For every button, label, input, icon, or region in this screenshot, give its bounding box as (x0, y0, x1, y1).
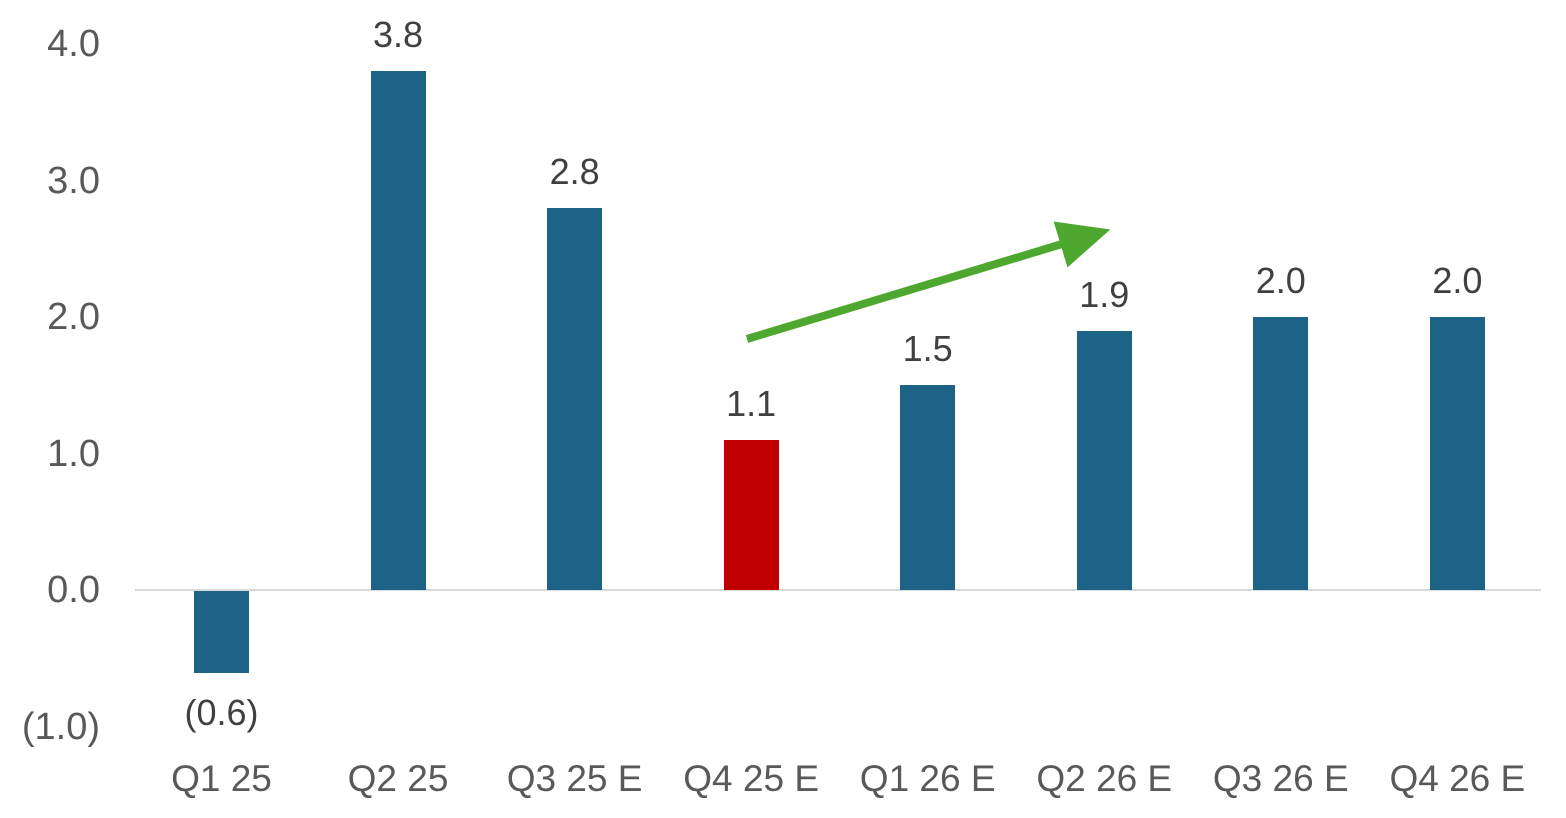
x-axis-category-label: Q4 25 E (683, 758, 820, 799)
x-axis-category-label: Q1 26 E (859, 758, 996, 799)
bar-value-label: 2.0 (1255, 260, 1306, 301)
bar-q4-25-e (723, 439, 779, 590)
y-axis-tick-label: 1.0 (47, 432, 100, 475)
y-axis-tick-label: 0.0 (47, 569, 100, 611)
x-axis-category-label: Q1 25 (171, 758, 272, 799)
bar-q3-25-e (547, 207, 603, 590)
bar-value-label: 2.8 (549, 150, 600, 192)
y-axis-tick-label: 3.0 (47, 159, 100, 202)
bar-q2-25 (370, 71, 426, 590)
bar-q3-26-e (1253, 317, 1309, 590)
x-axis-category-label: Q3 26 E (1212, 758, 1349, 799)
bar-q2-26-e (1076, 330, 1132, 590)
x-axis-category-label: Q3 25 E (506, 758, 643, 799)
bar-q1-25 (194, 591, 249, 673)
x-axis-category-label: Q2 25 (347, 758, 449, 799)
bar-value-label: 2.0 (1432, 260, 1483, 301)
bar-value-label: 1.1 (726, 382, 777, 424)
bar-value-label: 1.5 (902, 328, 953, 370)
x-axis-line (135, 589, 1541, 591)
y-axis-tick-label: 4.0 (47, 23, 100, 65)
x-axis-category-label: Q2 26 E (1036, 758, 1173, 799)
bar-q1-26-e (900, 385, 956, 590)
y-axis-tick-label: (1.0) (21, 705, 100, 748)
bar-value-label: (0.6) (184, 691, 259, 733)
bar-value-label: 1.9 (1079, 273, 1130, 315)
bar-value-label: 3.8 (373, 14, 424, 56)
x-axis-category-label: Q4 26 E (1389, 758, 1526, 799)
bar-q4-26-e (1429, 317, 1485, 590)
y-axis-tick-label: 2.0 (47, 296, 100, 338)
